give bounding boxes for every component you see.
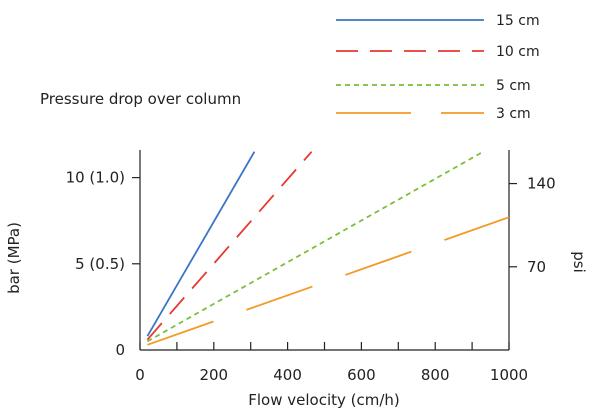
x-tick-label: 0	[135, 366, 145, 384]
axes	[139, 150, 510, 351]
x-tick-label: 1000	[490, 366, 528, 384]
y-left-tick-label: 5 (0.5)	[75, 255, 125, 273]
y-right-tick-label: 70	[527, 258, 546, 276]
y-right-tick-label: 140	[527, 175, 556, 193]
y-right-ticks: 70 140	[509, 175, 556, 276]
legend-label: 10 cm	[496, 44, 540, 60]
y-left-tick-label: 0	[115, 341, 125, 359]
legend-label: 15 cm	[496, 13, 540, 29]
series-line-10-cm	[146, 151, 313, 341]
y-left-tick-label: 10 (1.0)	[66, 169, 125, 187]
x-ticks: 0 200 400 600 800 1000	[135, 342, 528, 384]
legend-label: 5 cm	[496, 78, 531, 94]
series-line-3-cm	[147, 216, 510, 346]
y-left-ticks: 0 5 (0.5) 10 (1.0)	[66, 169, 140, 359]
right-y-axis-title: psi	[570, 251, 588, 273]
legend-label: 3 cm	[496, 106, 531, 122]
series-line-5-cm	[146, 150, 484, 343]
legend: 15 cm 10 cm 5 cm 3 cm	[336, 13, 540, 122]
chart-subtitle: Pressure drop over column	[40, 90, 241, 108]
x-axis-title: Flow velocity (cm/h)	[248, 391, 400, 409]
left-y-axis-title: bar (MPa)	[5, 222, 23, 294]
x-tick-label: 600	[347, 366, 376, 384]
series-line-15-cm	[146, 151, 256, 337]
x-tick-label: 800	[421, 366, 450, 384]
x-tick-label: 200	[199, 366, 228, 384]
series-lines	[146, 150, 510, 346]
x-tick-label: 400	[273, 366, 302, 384]
